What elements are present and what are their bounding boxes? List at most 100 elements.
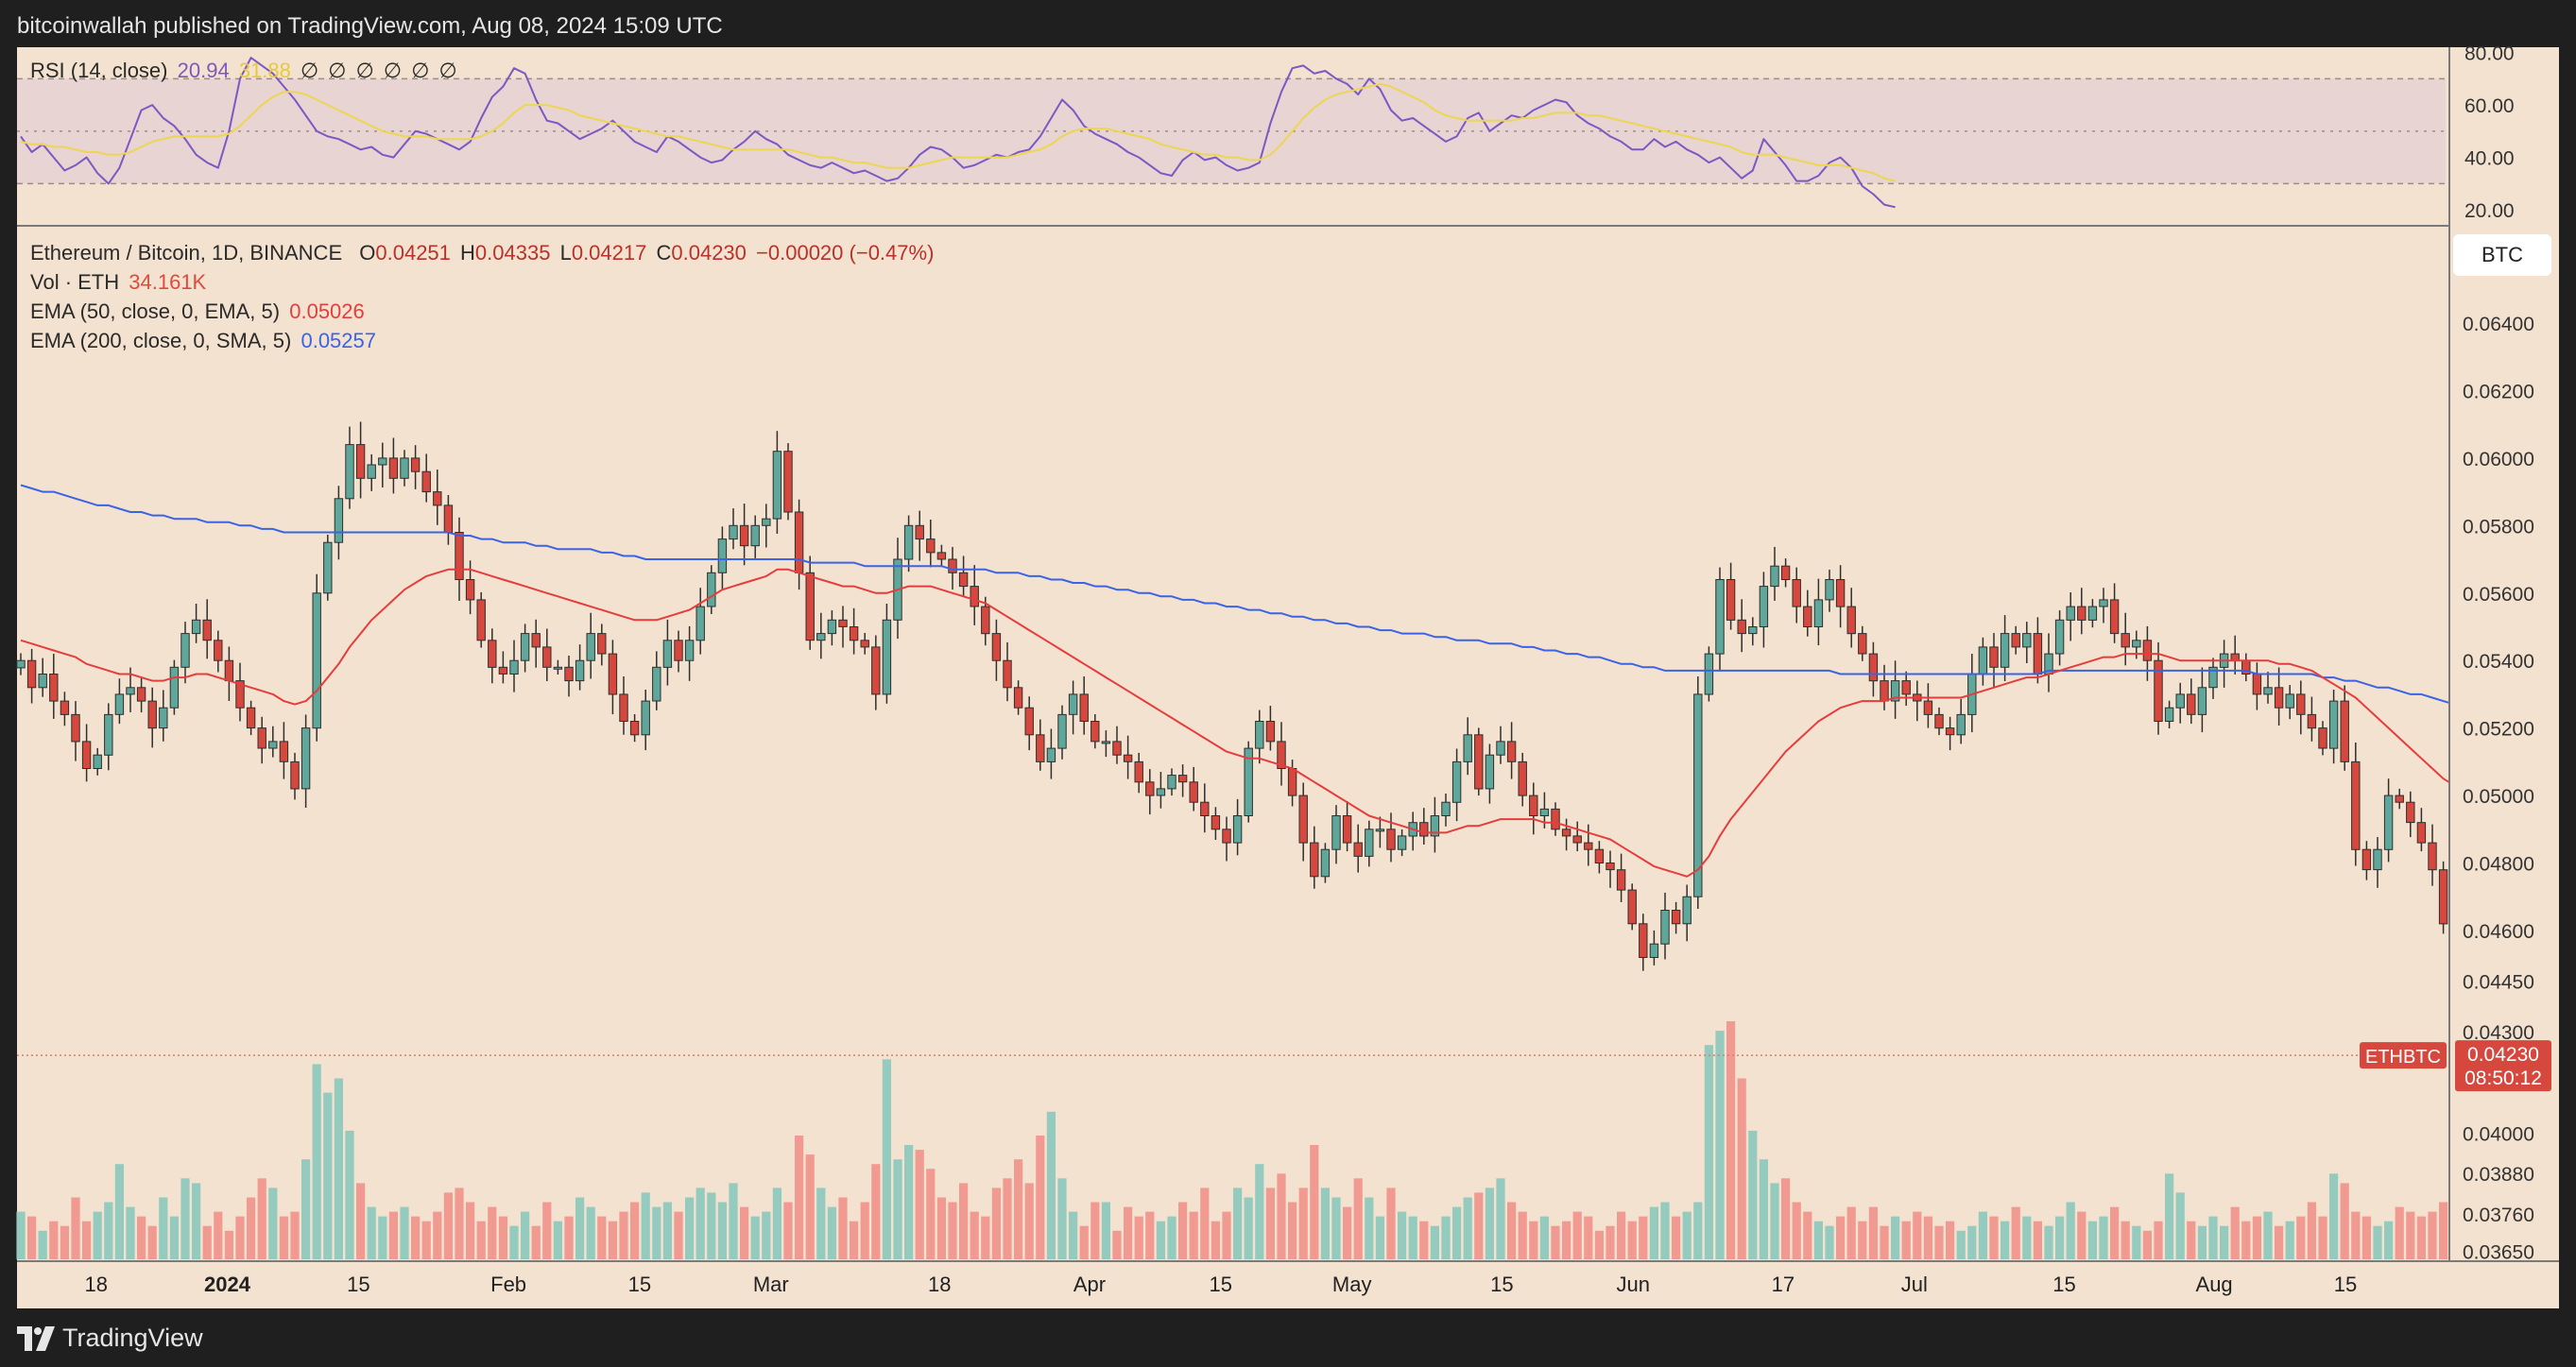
price-tick-label: 0.04000 [2463,1123,2534,1145]
tradingview-brand[interactable]: TradingView [17,1324,203,1353]
candle-body [2175,693,2185,709]
price-tick-label: 0.04600 [2463,921,2534,943]
volume-bar [2165,1173,2174,1259]
candle-body [849,626,859,641]
candle-body [958,572,969,588]
candle-body [2154,659,2163,723]
candle-body [49,674,59,702]
candle-body [564,666,574,682]
candle-body [1134,760,1143,783]
time-axis[interactable]: 18 2024 15 Feb 15 Mar 18 Apr 15 May 15 Jun 17 Jul 15 Au… [17,1260,2559,1308]
volume-bar [114,1164,124,1259]
candle-body [575,659,585,682]
volume-bar [2087,1221,2097,1259]
candle-body [2164,707,2174,723]
volume-bar [2285,1221,2294,1259]
candle-body [2373,848,2382,871]
candle-body [126,687,135,695]
candle-body [312,592,321,729]
volume-bar [1189,1211,1198,1259]
candle-body [531,633,541,648]
volume-bar [1880,1225,1889,1259]
volume-bar [334,1078,343,1259]
volume-bar [521,1211,530,1259]
price-tick-label: 0.04300 [2463,1022,2534,1044]
volume-bar [1759,1159,1768,1259]
volume-bar [936,1197,946,1259]
time-tick-label: 18 [84,1273,107,1296]
candle-body [2187,693,2196,715]
volume-bar [2175,1192,2185,1259]
tradingview-logo-icon [17,1325,55,1351]
candle-body [1342,815,1352,844]
volume-bar [750,1216,760,1259]
low-value: 0.04217 [571,241,647,265]
candle-body [114,693,125,715]
candle-body [981,606,990,635]
volume-bar [1901,1221,1911,1259]
time-tick-label: 15 [1490,1273,1513,1296]
rsi-placeholder: ∅ [355,59,374,82]
volume-bar [827,1206,836,1259]
candle-body [334,498,344,543]
candle-body [1013,687,1023,709]
candle-body [783,451,793,513]
rsi-legend[interactable]: RSI (14, close) 20.94 31.88 ∅ ∅ ∅ ∅ ∅ ∅ [30,59,461,83]
volume-bar [685,1197,695,1259]
volume-bar [2307,1202,2316,1259]
volume-bar [498,1216,507,1259]
candle-body [542,646,552,668]
candle-body [1287,768,1297,796]
close-value: 0.04230 [671,241,747,265]
price-tick-label: 0.04800 [2463,854,2534,876]
volume-bar [1233,1188,1243,1259]
candle-body [345,444,354,500]
candle-body [707,572,716,607]
candle-body [1441,801,1451,817]
currency-button[interactable]: BTC [2453,234,2551,276]
price-tick-label: 0.05800 [2463,516,2534,538]
volume-bar [82,1221,92,1259]
candle-body [1704,653,1714,695]
volume-bar [1946,1221,1955,1259]
volume-bar [488,1206,497,1259]
candle-body [1813,599,1824,628]
candle-body [1189,781,1198,803]
candle-body [301,727,311,790]
volume-bar [257,1178,266,1259]
candle-body [465,579,475,601]
volume-bar [1978,1211,1987,1259]
volume-bar [2220,1225,2229,1259]
volume-bar [1277,1173,1286,1259]
candle-body [1156,788,1166,796]
volume-bar [772,1188,781,1259]
price-axis[interactable]: 80.00 60.00 40.00 20.00 0.06400 0.06200 0.0600… [2448,43,2559,1308]
candle-body [2274,687,2284,709]
rsi-pane[interactable] [17,57,2446,209]
rsi-tick-label: 40.00 [2464,148,2515,170]
candle-body [1671,910,1681,925]
price-legend[interactable]: Ethereum / Bitcoin, 1D, BINANCE O0.04251… [30,238,937,355]
candle-body [1726,579,1736,621]
volume-bar [2187,1221,2196,1259]
candle-body [2066,606,2075,621]
volume-bar [126,1206,135,1259]
rsi-line [20,57,1896,209]
candle-body [1584,842,1593,850]
price-tick-label: 0.04450 [2463,972,2534,994]
volume-bar [247,1197,256,1259]
volume-bar [816,1188,826,1259]
volume-bar [2329,1173,2339,1259]
volume-bar [1331,1197,1341,1259]
volume-bar [2033,1221,2042,1259]
volume-bar [1792,1202,1801,1259]
candle-body [498,666,508,675]
candle-body [1858,633,1867,655]
candle-body [367,464,376,479]
volume-bar [564,1216,574,1259]
volume-bar [1079,1225,1089,1259]
candle-body [1780,565,1791,581]
time-tick-label: 15 [628,1273,651,1296]
volume-bar [2022,1216,2032,1259]
